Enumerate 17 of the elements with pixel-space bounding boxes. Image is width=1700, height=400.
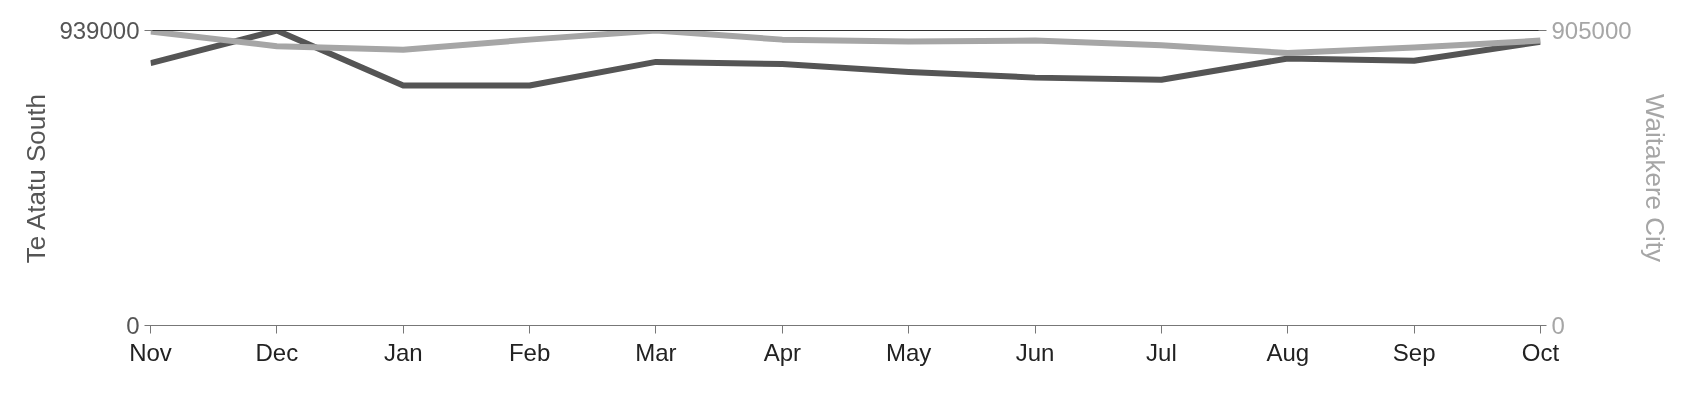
x-tick-label: Sep bbox=[1392, 338, 1436, 366]
x-tick-label: Jan bbox=[383, 338, 423, 366]
x-tick-label: Aug bbox=[1266, 338, 1310, 366]
x-tick-label: Jun bbox=[1015, 338, 1055, 366]
y-axis-title: Te Atatu South bbox=[21, 94, 52, 264]
y2-axis-title: Waitakere City bbox=[1639, 93, 1670, 263]
x-tick-label: Dec bbox=[255, 338, 299, 366]
x-tick-label: May bbox=[886, 338, 932, 366]
y2-tick-label: 0 bbox=[1551, 312, 1565, 339]
x-tick-label: Nov bbox=[129, 338, 172, 366]
x-tick-label: Apr bbox=[763, 338, 801, 366]
x-tick-label: Mar bbox=[635, 338, 677, 366]
x-tick-label: Feb bbox=[508, 338, 551, 366]
x-tick-label: Oct bbox=[1521, 338, 1560, 366]
y-tick-label: 939000 bbox=[59, 17, 140, 44]
x-tick-label: Jul bbox=[1146, 338, 1177, 366]
y2-tick-label: 905000 bbox=[1551, 17, 1632, 44]
